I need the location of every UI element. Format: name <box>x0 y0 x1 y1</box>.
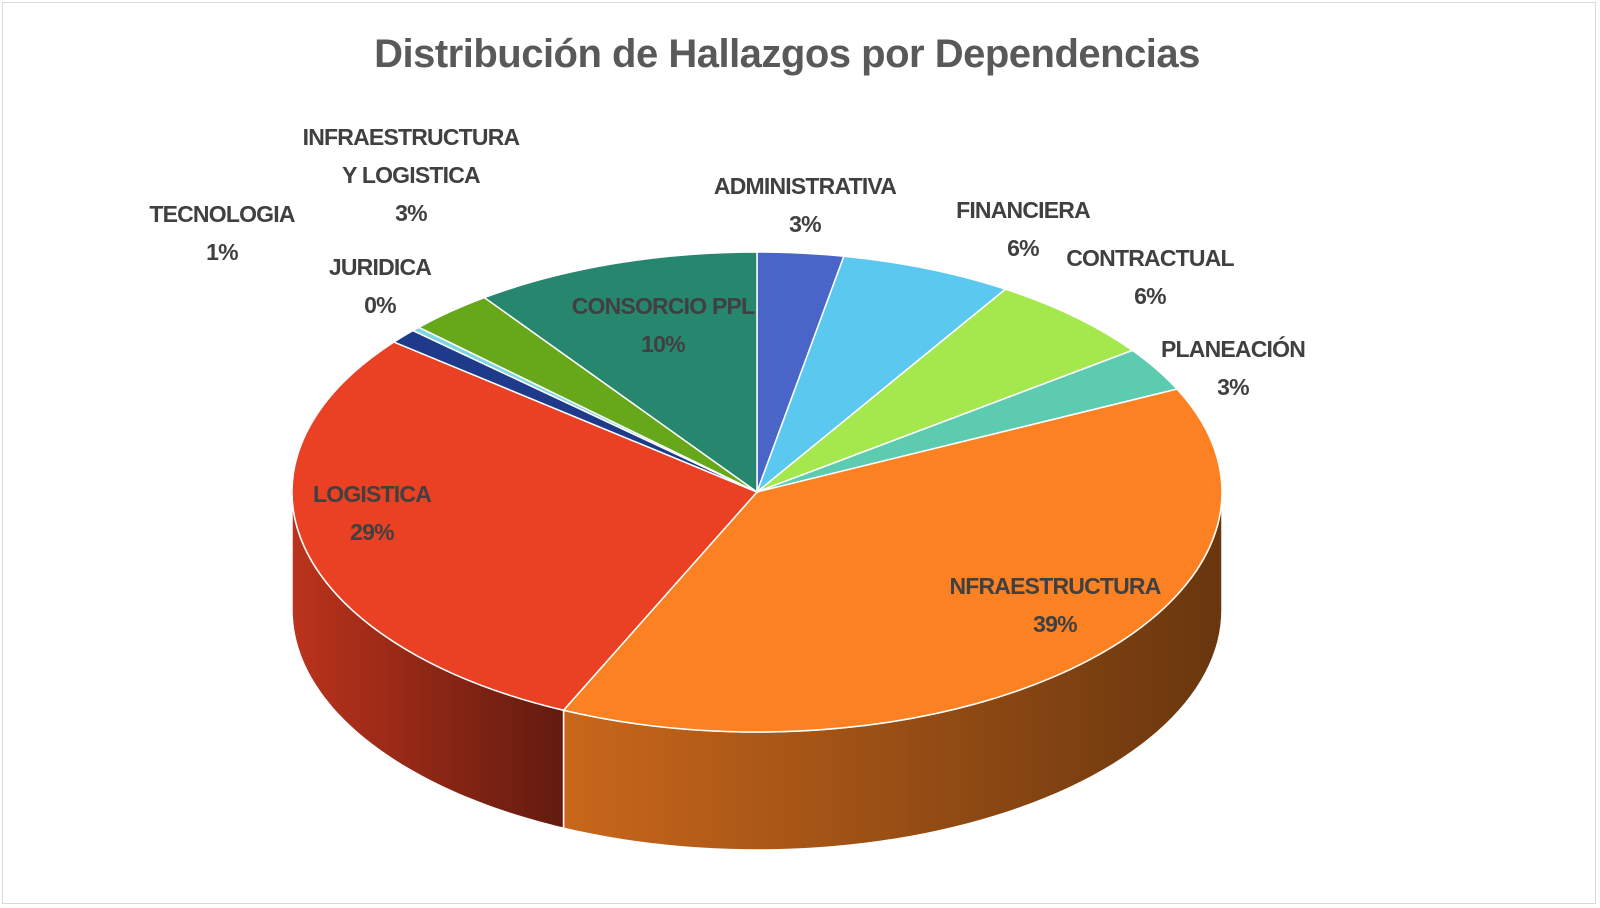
data-label: CONSORCIO PPL 10% <box>572 287 755 363</box>
value-label: 6% <box>1134 283 1166 309</box>
category-label: CONSORCIO PPL <box>571 293 755 319</box>
data-label: LOGISTICA 29% <box>312 475 432 551</box>
value-label: 10% <box>641 331 685 357</box>
value-label: 0% <box>364 292 396 318</box>
category-label: CONTRACTUAL <box>1066 245 1234 271</box>
data-label: PLANEACIÓN 3% <box>1160 330 1306 406</box>
category-label: TECNOLOGIA <box>149 201 295 227</box>
slice <box>755 255 1008 495</box>
value-label: 29% <box>350 519 394 545</box>
data-label: INFRAESTRUCTURA Y LOGISTICA 3% <box>294 118 529 232</box>
data-label: CONTRACTUAL 6% <box>1066 239 1234 315</box>
category-label: JURIDICA <box>328 254 432 280</box>
value-label: 3% <box>1217 374 1249 400</box>
value-label: 39% <box>1033 611 1077 637</box>
value-label: 3% <box>395 200 427 226</box>
category-label: FINANCIERA <box>956 197 1091 223</box>
data-label: TECNOLOGIA 1% <box>149 195 295 271</box>
slice <box>756 288 1135 493</box>
category-label: NFRAESTRUCTURA <box>949 573 1161 599</box>
value-label: 1% <box>206 239 238 265</box>
slice <box>291 341 759 712</box>
category-label: INFRAESTRUCTURA Y LOGISTICA <box>302 124 521 188</box>
slice <box>482 251 758 494</box>
data-label: JURIDICA 0% <box>328 248 432 324</box>
value-label: 6% <box>1007 235 1039 261</box>
value-label: 3% <box>789 211 821 237</box>
data-label: NFRAESTRUCTURA 39% <box>949 567 1161 643</box>
category-label: LOGISTICA <box>312 481 432 507</box>
data-label: FINANCIERA 6% <box>956 191 1091 267</box>
slice <box>562 388 1223 733</box>
category-label: ADMINISTRATIVA <box>713 173 897 199</box>
category-label: PLANEACIÓN <box>1160 336 1306 362</box>
data-label: ADMINISTRATIVA 3% <box>713 167 897 243</box>
chart-title: Distribución de Hallazgos por Dependenci… <box>374 32 1200 76</box>
